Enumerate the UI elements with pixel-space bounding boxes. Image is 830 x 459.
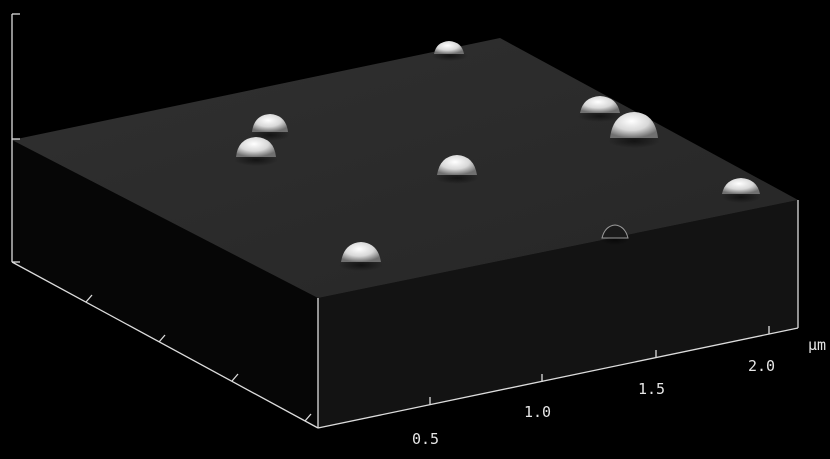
- particle: [721, 178, 761, 203]
- block-front-face: [318, 200, 798, 428]
- particle: [339, 242, 383, 271]
- particle: [432, 41, 468, 61]
- particle: [435, 155, 479, 184]
- x-tick-label-2: 1.5: [638, 380, 665, 398]
- x-tick-label-1: 1.0: [524, 403, 551, 421]
- particle: [578, 96, 622, 122]
- block-left-face: [12, 140, 318, 428]
- particle: [234, 137, 278, 166]
- x-axis-unit: µm: [808, 336, 826, 354]
- particle-edge: [601, 224, 629, 245]
- x-axis: [317, 326, 799, 429]
- surface-particles: [234, 41, 761, 271]
- z-axis: [11, 13, 20, 263]
- x-tick-label-3: 2.0: [748, 357, 775, 375]
- particle: [608, 112, 660, 148]
- y-axis: [11, 261, 319, 429]
- x-tick-label-0: 0.5: [412, 430, 439, 448]
